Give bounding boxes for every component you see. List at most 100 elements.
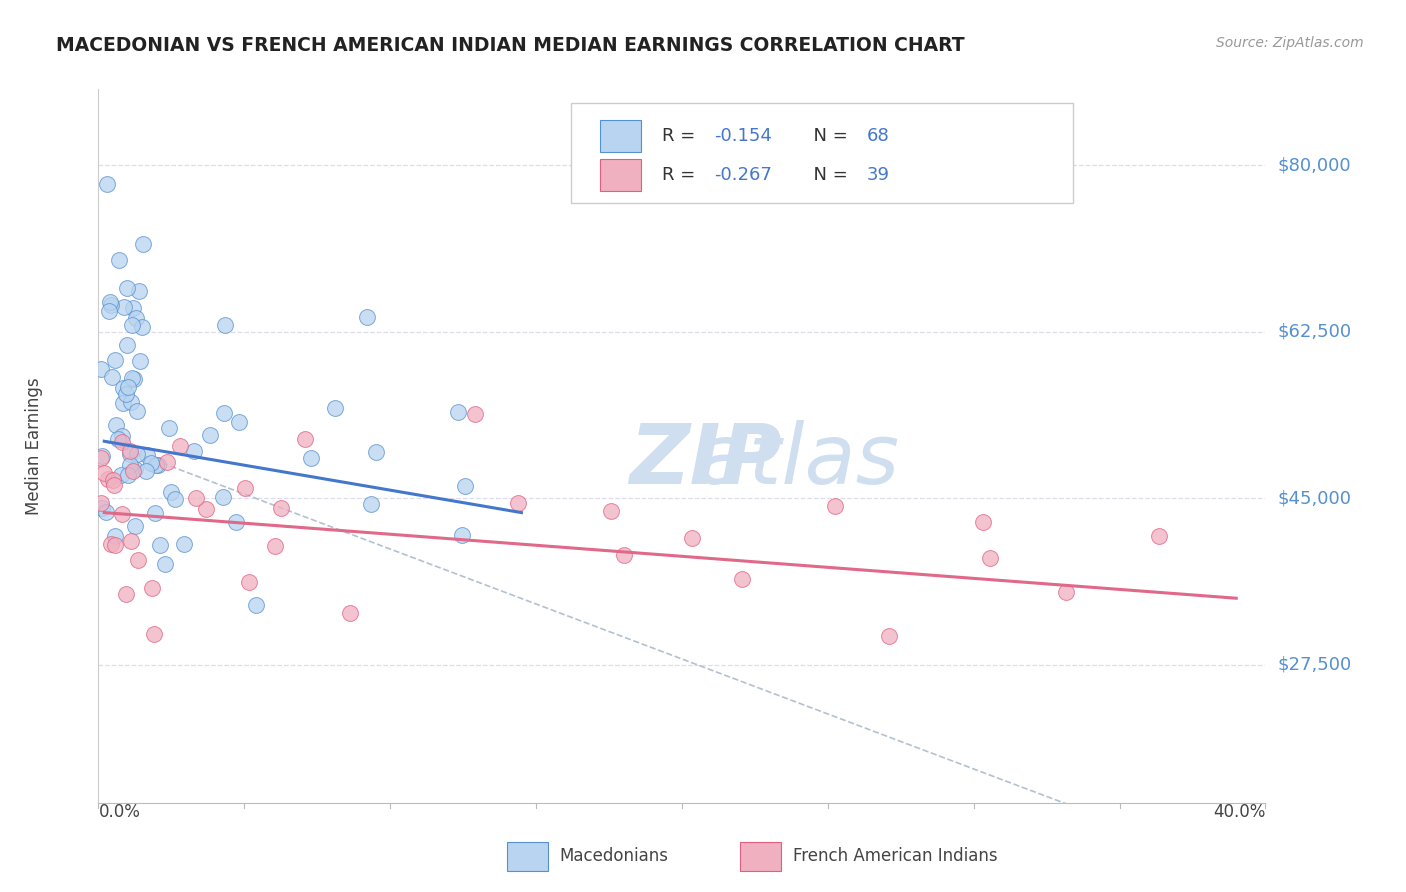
Point xyxy=(110,468,132,483)
Text: 39: 39 xyxy=(866,166,889,184)
Point xyxy=(228,415,250,429)
Point xyxy=(100,537,122,551)
Text: R =: R = xyxy=(662,127,702,145)
Text: Source: ZipAtlas.com: Source: ZipAtlas.com xyxy=(1216,36,1364,50)
Point xyxy=(323,401,346,415)
Bar xyxy=(506,842,548,871)
Point xyxy=(447,405,470,419)
FancyBboxPatch shape xyxy=(571,103,1073,203)
Point xyxy=(122,464,145,478)
Point xyxy=(149,538,172,552)
Bar xyxy=(741,842,782,871)
Point xyxy=(508,496,530,510)
Point xyxy=(122,301,145,315)
Point xyxy=(104,529,127,543)
Point xyxy=(153,557,176,571)
Point xyxy=(112,300,135,314)
Text: $45,000: $45,000 xyxy=(1277,490,1351,508)
Point xyxy=(124,462,146,476)
Point xyxy=(599,504,621,518)
Point xyxy=(125,310,148,325)
Point xyxy=(97,304,120,318)
Point xyxy=(127,553,149,567)
Point xyxy=(111,508,134,522)
Point xyxy=(972,515,994,529)
Text: $80,000: $80,000 xyxy=(1277,156,1351,174)
Point xyxy=(96,178,118,192)
Point xyxy=(169,439,191,453)
Text: $62,500: $62,500 xyxy=(1277,323,1351,341)
Point xyxy=(214,318,236,332)
Point xyxy=(225,515,247,529)
Point xyxy=(122,372,145,386)
Point xyxy=(165,492,187,507)
Point xyxy=(143,627,166,641)
Point xyxy=(173,537,195,551)
Point xyxy=(101,473,124,487)
Text: $27,500: $27,500 xyxy=(1277,656,1351,673)
Point xyxy=(146,458,169,473)
Point xyxy=(101,370,124,384)
Point xyxy=(157,420,180,434)
Text: MACEDONIAN VS FRENCH AMERICAN INDIAN MEDIAN EARNINGS CORRELATION CHART: MACEDONIAN VS FRENCH AMERICAN INDIAN MED… xyxy=(56,36,965,54)
Point xyxy=(129,353,152,368)
Point xyxy=(1149,528,1171,542)
Point xyxy=(160,484,183,499)
Point xyxy=(360,497,382,511)
Point xyxy=(124,519,146,533)
Bar xyxy=(600,159,641,191)
Point xyxy=(90,362,112,376)
Point xyxy=(90,496,112,510)
Point xyxy=(195,501,218,516)
Point xyxy=(94,505,117,519)
Point xyxy=(120,533,142,548)
Text: R =: R = xyxy=(662,166,702,184)
Text: French American Indians: French American Indians xyxy=(793,847,997,865)
Point xyxy=(364,445,387,459)
Point xyxy=(143,506,166,520)
Point xyxy=(979,550,1001,565)
Point xyxy=(211,490,233,504)
Point xyxy=(108,253,131,268)
Text: N =: N = xyxy=(801,127,853,145)
Point xyxy=(91,450,114,464)
Point xyxy=(135,464,157,478)
Point xyxy=(824,499,846,513)
Point xyxy=(118,447,141,461)
Point xyxy=(451,527,474,541)
Point xyxy=(128,285,150,299)
Point xyxy=(104,352,127,367)
Point xyxy=(339,606,361,620)
Point xyxy=(127,447,149,461)
Point xyxy=(141,456,163,470)
Point xyxy=(464,407,486,421)
Point xyxy=(111,396,134,410)
Text: atlas: atlas xyxy=(512,420,898,500)
Point xyxy=(100,298,122,312)
Point xyxy=(145,458,167,472)
Point xyxy=(120,395,142,409)
Text: Macedonians: Macedonians xyxy=(560,847,668,865)
Point xyxy=(238,574,260,589)
Point xyxy=(454,479,477,493)
Point xyxy=(111,429,134,443)
Point xyxy=(107,432,129,446)
Point xyxy=(356,310,378,324)
Point xyxy=(731,572,754,586)
Point xyxy=(270,500,292,515)
Text: N =: N = xyxy=(801,166,853,184)
Point xyxy=(117,467,139,482)
Point xyxy=(115,386,138,401)
Point xyxy=(110,435,132,450)
Point xyxy=(104,538,127,552)
Point xyxy=(115,338,138,352)
Text: ZIP: ZIP xyxy=(628,420,782,500)
Point xyxy=(120,443,142,458)
Point xyxy=(214,406,236,420)
Point xyxy=(299,450,322,465)
Point xyxy=(877,629,900,643)
Point xyxy=(97,472,120,486)
Point xyxy=(100,295,122,310)
Point xyxy=(120,458,142,472)
Point xyxy=(141,581,163,595)
